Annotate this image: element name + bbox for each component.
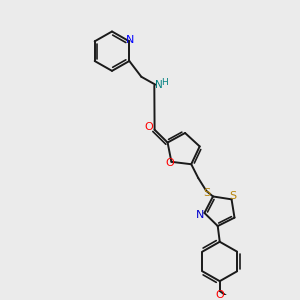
Text: N: N — [126, 35, 134, 45]
Text: N: N — [155, 80, 163, 90]
Text: H: H — [161, 78, 168, 87]
Text: O: O — [215, 290, 224, 300]
Text: S: S — [204, 188, 211, 198]
Text: O: O — [165, 158, 174, 168]
Text: O: O — [144, 122, 153, 132]
Text: N: N — [196, 210, 205, 220]
Text: S: S — [229, 191, 236, 201]
